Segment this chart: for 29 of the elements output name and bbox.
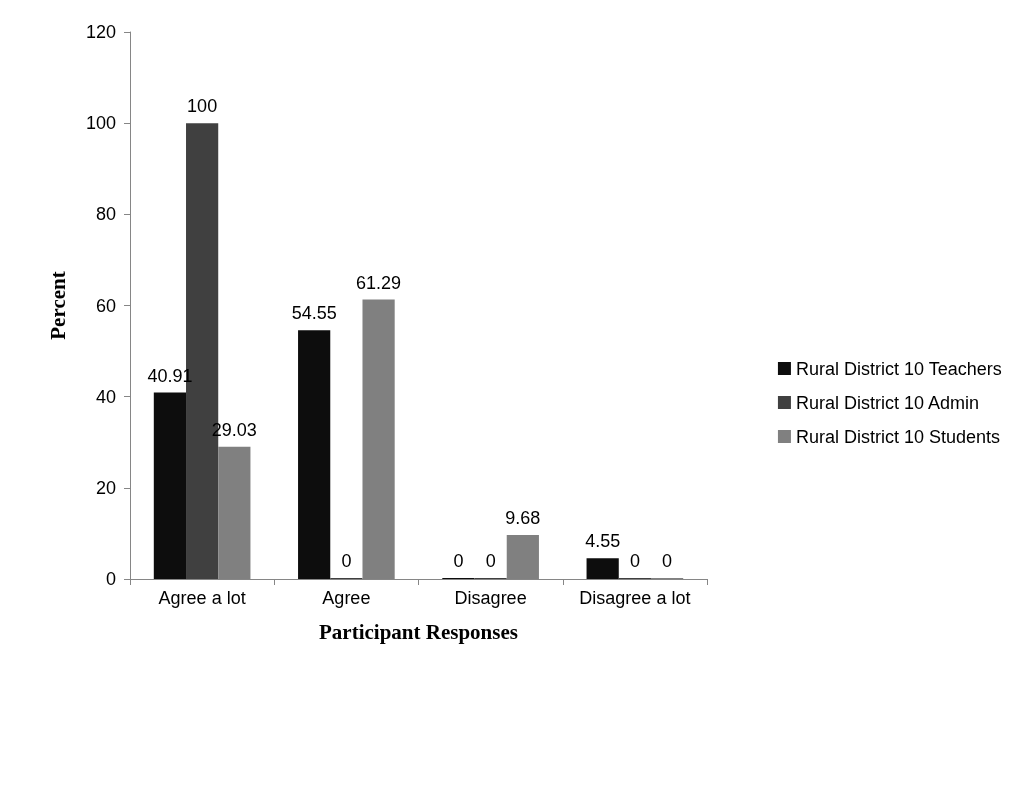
y-tick-label: 0 bbox=[105, 569, 116, 589]
data-label: 0 bbox=[662, 551, 673, 571]
legend-label: Rural District 10 Students bbox=[795, 426, 1001, 447]
data-label: 61.29 bbox=[356, 272, 402, 293]
data-label: 0 bbox=[485, 551, 496, 571]
data-label: 100 bbox=[187, 96, 218, 117]
y-tick-label: 60 bbox=[95, 295, 116, 316]
data-label: 9.68 bbox=[505, 507, 541, 528]
data-label: 54.55 bbox=[291, 303, 337, 324]
x-tick-label: Agree bbox=[322, 588, 371, 608]
x-tick-label: Disagree bbox=[454, 588, 527, 608]
data-label: 4.55 bbox=[585, 531, 621, 552]
legend-label: Rural District 10 Teachers bbox=[795, 358, 1002, 379]
bar bbox=[298, 330, 331, 579]
y-tick-label: 40 bbox=[95, 386, 116, 407]
x-axis-title: Participant Responses bbox=[319, 619, 518, 644]
y-tick-label: 100 bbox=[85, 113, 116, 134]
y-axis-title: Percent bbox=[45, 271, 70, 340]
y-tick-label: 120 bbox=[85, 22, 116, 42]
y-tick-label: 20 bbox=[95, 477, 116, 498]
bar bbox=[153, 392, 187, 579]
data-label: 0 bbox=[453, 551, 464, 571]
y-tick-label: 80 bbox=[95, 204, 116, 225]
bar bbox=[586, 558, 619, 579]
x-tick-label: Agree a lot bbox=[158, 588, 246, 608]
legend-label: Rural District 10 Admin bbox=[795, 392, 979, 413]
x-tick-label: Disagree a lot bbox=[579, 588, 691, 608]
data-label: 0 bbox=[341, 551, 352, 571]
data-label: 0 bbox=[629, 551, 640, 571]
